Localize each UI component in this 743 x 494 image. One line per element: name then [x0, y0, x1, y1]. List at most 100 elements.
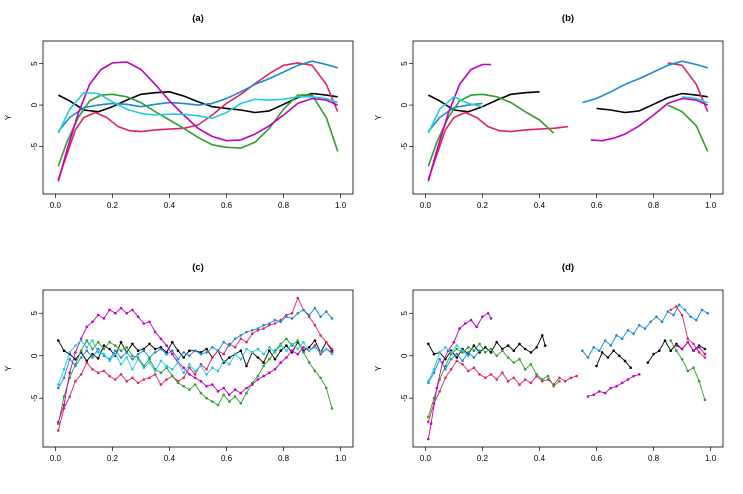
data-point — [638, 323, 641, 327]
data-point — [643, 327, 647, 330]
y-tick-label: 5 — [30, 310, 39, 315]
data-point — [199, 391, 203, 395]
data-point — [586, 395, 590, 398]
data-point — [188, 354, 191, 358]
chart-title: (c) — [192, 262, 204, 273]
data-point — [302, 346, 305, 349]
data-point — [182, 376, 185, 380]
data-point — [228, 393, 231, 397]
series-line — [427, 350, 480, 384]
data-point — [435, 386, 439, 390]
data-point — [96, 340, 100, 344]
chart-title: (d) — [562, 262, 574, 273]
x-tick-label: 0.4 — [164, 201, 176, 210]
data-point — [569, 376, 573, 380]
series-line — [587, 373, 640, 397]
series-line — [596, 92, 708, 114]
data-point — [256, 374, 260, 378]
data-point — [256, 347, 260, 351]
data-point — [438, 357, 442, 361]
data-point — [199, 352, 203, 356]
data-point — [429, 422, 433, 426]
x-tick-label: 0.8 — [278, 454, 290, 463]
data-point — [205, 351, 208, 354]
data-point — [176, 361, 180, 364]
data-point — [205, 385, 208, 388]
data-point — [57, 429, 60, 432]
data-point — [313, 323, 317, 327]
data-point — [62, 403, 66, 407]
data-point — [285, 337, 288, 341]
data-point — [438, 390, 442, 393]
data-point — [91, 356, 94, 359]
data-point — [62, 349, 66, 353]
data-point — [222, 393, 225, 397]
data-point — [680, 357, 684, 361]
data-point — [171, 349, 174, 353]
data-point — [239, 357, 243, 361]
x-tick-label: 0.0 — [420, 201, 432, 210]
data-point — [444, 376, 447, 380]
data-point — [489, 347, 493, 351]
data-point — [222, 359, 225, 363]
data-point — [239, 391, 243, 395]
x-tick-label: 0.0 — [50, 201, 62, 210]
data-point — [262, 374, 265, 378]
series-line — [57, 91, 338, 134]
data-point — [268, 322, 271, 325]
data-point — [427, 437, 430, 441]
y-tick-label: 0 — [400, 102, 409, 107]
data-point — [598, 349, 601, 353]
data-point — [444, 346, 447, 349]
x-tick-label: 0.6 — [221, 454, 233, 463]
data-point — [228, 344, 231, 347]
data-point — [79, 349, 83, 353]
data-point — [330, 407, 334, 410]
data-point — [603, 339, 607, 342]
data-point — [620, 381, 624, 385]
data-point — [666, 310, 670, 313]
x-tick-label: 0.0 — [420, 454, 432, 463]
series-5 — [427, 312, 707, 441]
data-point — [655, 315, 658, 319]
data-point — [96, 357, 100, 360]
data-point — [307, 346, 311, 349]
data-point — [119, 340, 123, 344]
data-point — [182, 366, 185, 370]
data-point — [313, 369, 317, 373]
data-point — [57, 339, 60, 342]
chart-panel-c: (c) 0.0 0.2 0.4 0.6 0.8 1.0 -5 0 5 Y — [4, 262, 354, 463]
y-tick-label: -5 — [400, 394, 409, 402]
data-point — [85, 339, 89, 342]
data-point — [427, 379, 430, 383]
data-point — [449, 357, 453, 361]
series-line — [427, 111, 569, 180]
data-point — [689, 315, 692, 319]
x-tick-label: 0.6 — [591, 454, 603, 463]
data-point — [313, 339, 317, 342]
data-point — [74, 379, 77, 383]
data-point — [188, 363, 191, 366]
series-line — [682, 96, 708, 104]
data-point — [609, 344, 613, 347]
data-point — [273, 318, 277, 322]
data-point — [675, 349, 678, 353]
x-tick-label: 0.4 — [534, 201, 546, 210]
data-point — [512, 376, 516, 380]
data-point — [188, 373, 191, 376]
data-point — [91, 347, 94, 351]
plot-frame — [412, 40, 724, 195]
data-point — [125, 379, 128, 383]
data-point — [466, 351, 470, 354]
y-tick-label: 5 — [30, 61, 39, 66]
data-point — [438, 351, 442, 354]
data-point — [142, 366, 146, 370]
x-tick-label: 0.4 — [164, 454, 176, 463]
data-point — [239, 337, 243, 341]
data-point — [535, 346, 538, 349]
data-point — [512, 361, 516, 364]
data-point — [472, 356, 476, 359]
data-point — [268, 357, 271, 361]
data-point — [68, 357, 71, 361]
data-point — [199, 379, 203, 383]
